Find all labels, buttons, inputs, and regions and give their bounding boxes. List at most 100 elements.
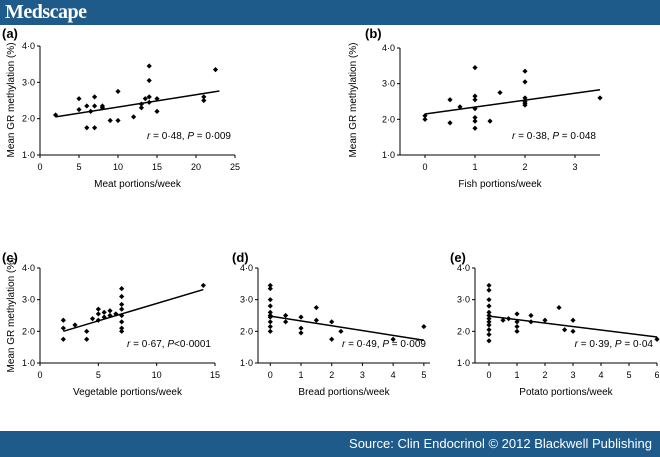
data-point: [142, 96, 148, 102]
data-point: [267, 328, 273, 334]
data-point: [486, 312, 492, 319]
y-tick-label: 1·0: [240, 358, 253, 368]
data-point: [570, 328, 576, 334]
x-tick-label: 10: [113, 162, 123, 172]
data-point: [72, 322, 78, 328]
panel-label: (d): [232, 250, 249, 265]
data-point: [88, 108, 94, 114]
x-tick-label: 2: [542, 370, 547, 380]
x-tick-label: 15: [152, 162, 162, 172]
y-axis-label: Mean GR methylation (%): [6, 257, 17, 372]
data-point: [146, 63, 152, 69]
data-point: [267, 323, 273, 330]
header-bar: Medscape: [0, 0, 660, 25]
data-point: [146, 77, 152, 84]
y-tick-label: 2·0: [240, 326, 253, 336]
data-point: [267, 319, 273, 325]
data-point: [522, 102, 528, 108]
data-point: [506, 316, 512, 322]
data-point: [422, 113, 428, 119]
data-point: [486, 316, 492, 322]
data-point: [107, 117, 113, 124]
data-point: [76, 106, 82, 113]
y-tick-label: 3·0: [457, 295, 470, 305]
y-axis-label: Mean GR methylation (%): [348, 42, 359, 157]
data-point: [329, 319, 335, 325]
data-point: [146, 94, 152, 100]
data-point: [76, 96, 82, 102]
data-point: [138, 101, 144, 107]
x-tick-label: 3: [360, 370, 365, 380]
data-point: [298, 325, 304, 331]
data-point: [84, 125, 90, 131]
data-point: [107, 312, 113, 319]
data-point: [200, 282, 206, 289]
panel-label: (b): [365, 26, 382, 41]
data-point: [486, 322, 492, 328]
y-tick-label: 3·0: [22, 77, 35, 87]
y-tick-label: 4·0: [22, 41, 35, 51]
data-point: [267, 314, 273, 320]
panel-label: (e): [450, 250, 466, 265]
data-point: [487, 118, 493, 124]
data-point: [298, 314, 304, 320]
stat-annotation: r = 0·39, P = 0·04: [575, 339, 654, 350]
x-axis-label: Vegetable portions/week: [73, 387, 183, 398]
data-point: [486, 338, 492, 344]
data-point: [497, 89, 503, 96]
data-point: [119, 285, 125, 292]
y-tick-label: 2·0: [457, 326, 470, 336]
x-axis-label: Fish portions/week: [458, 179, 542, 190]
data-point: [115, 117, 121, 124]
data-point: [472, 114, 478, 121]
chart-panel-potato: (e) 1·0 2·0 3·0 4·0 0 1 2 3 4 5 6 Potato portions/we…: [450, 250, 660, 398]
x-tick-label: 2: [329, 370, 334, 380]
data-point: [283, 319, 289, 325]
x-axis-label: Potato portions/week: [519, 387, 613, 398]
x-tick-label: 5: [76, 162, 81, 172]
data-point: [60, 317, 66, 323]
brand-logo: Medscape: [5, 1, 87, 23]
y-tick-label: 4·0: [457, 263, 470, 273]
data-point: [201, 94, 207, 100]
data-point: [119, 312, 125, 319]
data-point: [101, 314, 107, 320]
regression-line: [424, 88, 601, 115]
data-point: [472, 106, 478, 112]
data-point: [53, 112, 59, 118]
data-point: [528, 312, 534, 319]
data-point: [390, 336, 396, 342]
y-tick-label: 1·0: [22, 150, 35, 160]
x-tick-label: 4: [391, 370, 396, 380]
data-point: [500, 317, 506, 323]
chart-panel-vegetable: (c) 1·0 2·0 3·0 4·0 0 5 10 15 Vegetable portions/…: [2, 250, 220, 398]
data-point: [522, 68, 528, 74]
data-point: [267, 309, 273, 315]
x-tick-label: 15: [210, 370, 220, 380]
data-point: [119, 293, 125, 300]
y-tick-label: 1·0: [457, 358, 470, 368]
data-point: [138, 105, 144, 111]
data-point: [447, 120, 453, 126]
x-tick-label: 4: [598, 370, 603, 380]
data-point: [514, 323, 520, 330]
x-tick-label: 0: [486, 370, 491, 380]
regression-line: [270, 315, 424, 341]
x-tick-label: 25: [230, 162, 240, 172]
x-tick-label: 10: [152, 370, 162, 380]
x-axis-label: Meat portions/week: [94, 179, 182, 190]
panel-label: (c): [2, 250, 18, 265]
y-tick-label: 4·0: [22, 263, 35, 273]
data-point: [522, 79, 528, 85]
data-point: [99, 103, 105, 109]
y-tick-label: 2·0: [22, 326, 35, 336]
data-point: [119, 306, 125, 312]
y-tick-label: 2·0: [22, 114, 35, 124]
data-point: [486, 331, 492, 338]
data-point: [486, 309, 492, 315]
source-credit: Source: Clin Endocrinol © 2012 Blackwell…: [349, 436, 652, 451]
x-tick-label: 5: [626, 370, 631, 380]
data-point: [486, 297, 492, 303]
x-tick-label: 3: [572, 162, 577, 172]
data-point: [60, 336, 66, 342]
